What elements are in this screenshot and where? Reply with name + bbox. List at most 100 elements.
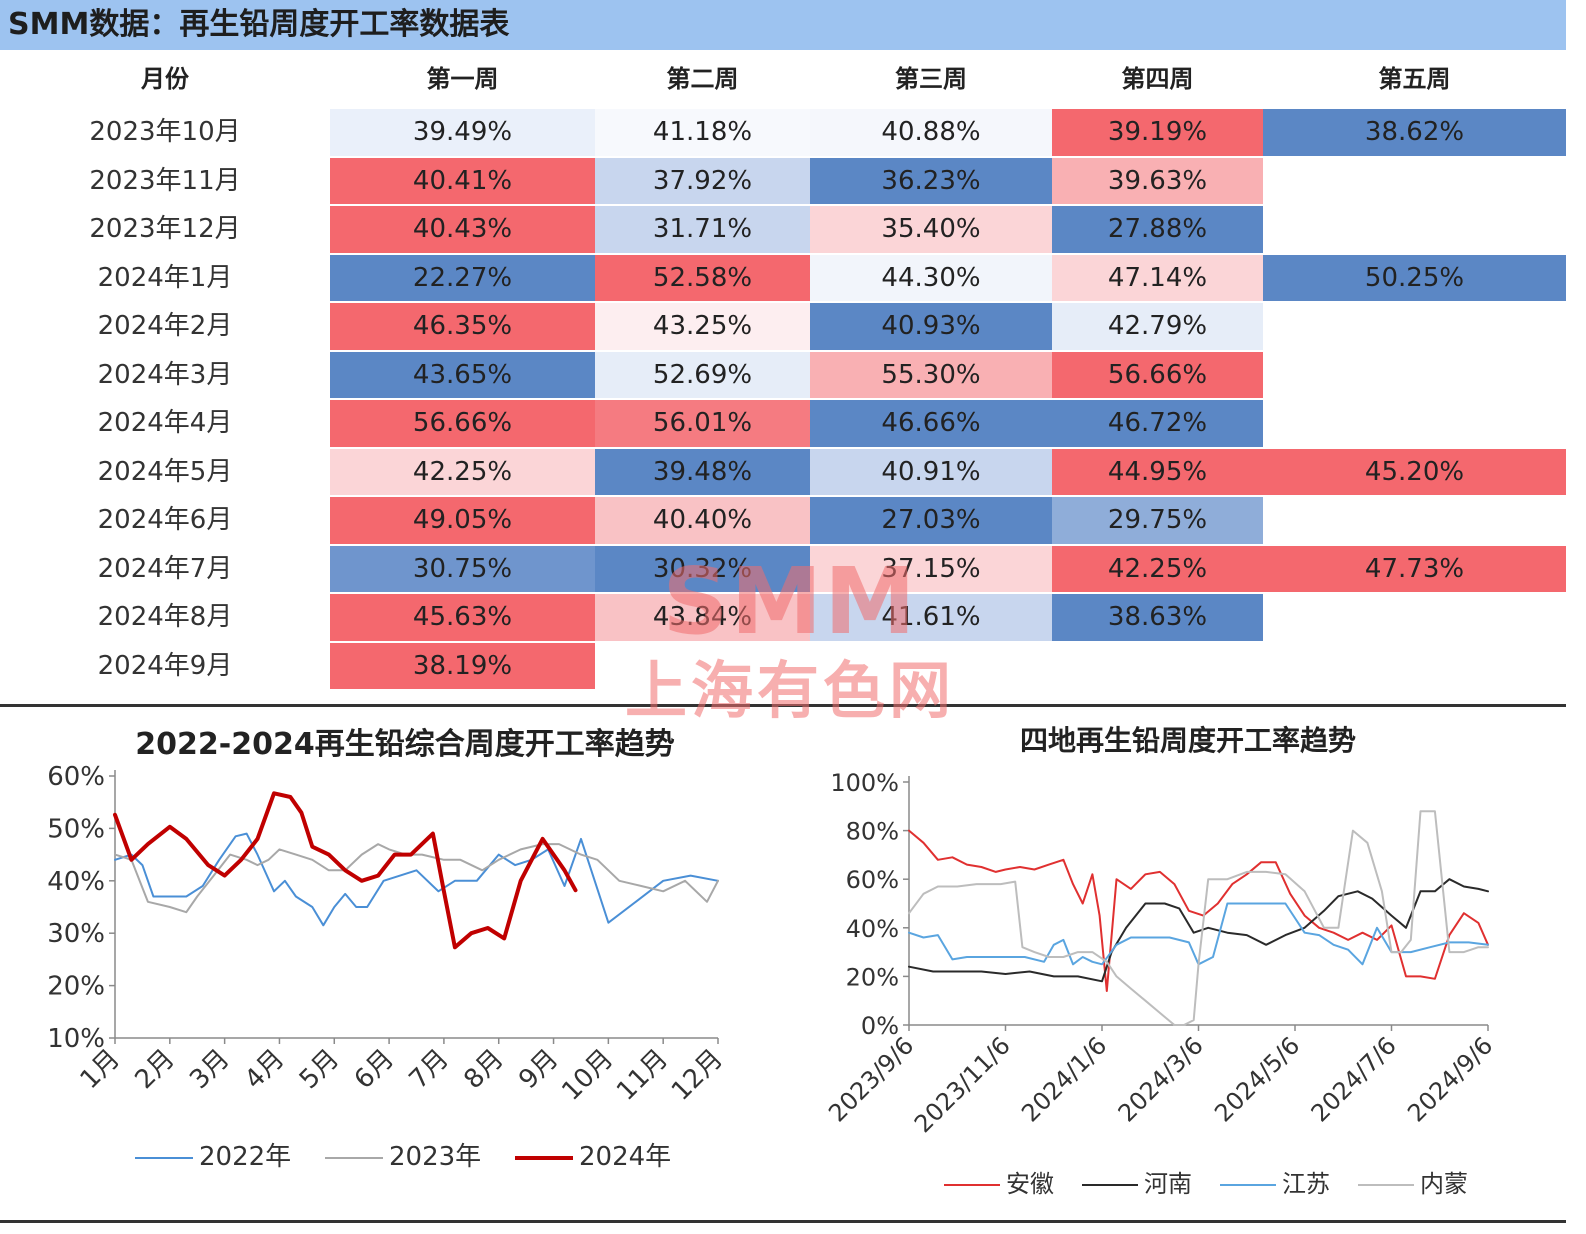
y-tick-label: 0% [861, 1012, 899, 1040]
header-bar: SMM数据：再生铅周度开工率数据表 [0, 0, 1566, 50]
y-tick-label: 30% [47, 919, 105, 949]
table-cell: 40.43% [330, 206, 595, 253]
table-cell: 45.20% [1263, 448, 1566, 495]
table-cell: 46.72% [1052, 400, 1263, 447]
table-cell: 52.58% [595, 254, 810, 301]
x-tick-label: 2024/3/6 [1113, 1031, 1209, 1127]
column-header: 第二周 [666, 65, 739, 93]
legend-label: 河南 [1144, 1170, 1192, 1198]
series-line [114, 843, 719, 914]
x-tick-label: 7月 [404, 1044, 455, 1095]
table-cell: 45.63% [330, 594, 595, 641]
legend-label: 2023年 [389, 1142, 481, 1172]
row-month-label: 2023年12月 [89, 214, 241, 244]
y-tick-label: 60% [846, 866, 899, 894]
x-tick-label: 10月 [556, 1044, 619, 1107]
legend-label: 内蒙 [1420, 1170, 1468, 1198]
legend-label: 2022年 [199, 1142, 291, 1172]
y-tick-label: 100% [830, 769, 899, 797]
x-tick-label: 2月 [129, 1044, 180, 1095]
row-month-label: 2023年10月 [89, 117, 241, 147]
series-line [114, 832, 719, 927]
table-cell: 37.92% [595, 157, 810, 204]
series-line [908, 902, 1489, 966]
series-line [908, 810, 1489, 1026]
table-cell: 46.66% [810, 400, 1052, 447]
table-cell: 56.66% [330, 400, 595, 447]
row-month-label: 2024年2月 [97, 311, 233, 341]
row-month-label: 2024年5月 [97, 456, 233, 487]
x-tick-label: 3月 [184, 1044, 235, 1095]
row-month-label: 2024年8月 [97, 602, 233, 632]
legend-label: 2024年 [579, 1142, 671, 1172]
table-cell: 40.91% [810, 448, 1052, 495]
table-cell: 39.48% [595, 448, 810, 495]
x-tick-label: 2024/1/6 [1016, 1031, 1112, 1127]
bottom-border [0, 1220, 1566, 1223]
table-cell: 52.69% [595, 351, 810, 398]
table-cell: 55.30% [810, 351, 1052, 398]
table-cell: 49.05% [330, 497, 595, 544]
column-header: 第一周 [426, 65, 499, 93]
table-cell: 29.75% [1052, 497, 1263, 544]
table-cell: 40.41% [330, 157, 595, 204]
x-tick-label: 6月 [349, 1044, 400, 1095]
y-tick-label: 40% [47, 867, 105, 897]
y-tick-label: 80% [846, 818, 899, 846]
x-tick-label: 2024/7/6 [1306, 1031, 1402, 1127]
table-cell: 43.84% [595, 594, 810, 641]
table-cell: 22.27% [330, 254, 595, 301]
table-cell: 44.95% [1052, 448, 1263, 495]
chart-composite-trend: 2022-2024再生铅综合周度开工率趋势 10% 20% 30% 40% 50% 60% 1… [47, 727, 729, 1172]
table-cell: 41.18% [595, 109, 810, 156]
table-cell: 47.14% [1052, 254, 1263, 301]
chart-four-region-trend: 四地再生铅周度开工率趋势0%20%40%60%80%100%2023/9/620… [823, 724, 1498, 1198]
table-cell: 39.49% [330, 109, 595, 156]
legend-label: 安徽 [1006, 1170, 1054, 1198]
table-cell: 27.03% [810, 497, 1052, 544]
table-cell: 37.15% [810, 545, 1052, 592]
section-divider [0, 704, 1566, 707]
x-tick-label: 5月 [294, 1044, 345, 1095]
chart-title: 四地再生铅周度开工率趋势 [1020, 724, 1356, 757]
row-month-label: 2024年4月 [97, 408, 233, 438]
table-cell: 38.63% [1052, 594, 1263, 641]
y-tick-label: 20% [846, 963, 899, 991]
x-tick-label: 12月 [666, 1044, 729, 1107]
row-month-label: 2024年9月 [97, 650, 233, 681]
table-cell: 42.79% [1052, 303, 1263, 350]
series-line [908, 878, 1489, 983]
table-cell: 56.66% [1052, 351, 1263, 398]
column-header: 月份 [141, 65, 189, 93]
row-month-label: 2024年7月 [97, 553, 233, 584]
table-cell: 46.35% [330, 303, 595, 350]
table-cell: 39.63% [1052, 157, 1263, 204]
legend-label: 江苏 [1282, 1170, 1330, 1198]
column-header: 第三周 [895, 65, 967, 93]
series-line [908, 829, 1489, 992]
chart-title: 2022-2024再生铅综合周度开工率趋势 [135, 727, 674, 762]
table-cell: 30.32% [595, 545, 810, 592]
x-tick-label: 2024/5/6 [1209, 1031, 1305, 1127]
table-cell: 42.25% [330, 448, 595, 495]
table-cell: 27.88% [1052, 206, 1263, 253]
x-tick-label: 2024/9/6 [1402, 1031, 1498, 1127]
table-cell: 38.62% [1263, 109, 1566, 156]
table-cell: 43.25% [595, 303, 810, 350]
table-cell: 38.19% [330, 642, 595, 689]
y-tick-label: 40% [846, 915, 899, 943]
table-cell: 35.40% [810, 206, 1052, 253]
x-tick-label: 2023/11/6 [909, 1031, 1016, 1138]
row-month-label: 2024年3月 [97, 359, 233, 390]
series-line [113, 791, 578, 950]
table-cell: 40.88% [810, 109, 1052, 156]
x-tick-label: 4月 [239, 1044, 290, 1095]
x-tick-label: 11月 [611, 1044, 674, 1107]
y-tick-label: 60% [47, 762, 105, 792]
row-month-label: 2024年6月 [97, 505, 233, 535]
table-cell: 36.23% [810, 157, 1052, 204]
table-cell: 50.25% [1263, 254, 1566, 301]
table-cell: 30.75% [330, 545, 595, 592]
column-header: 第五周 [1378, 65, 1451, 93]
table-cell: 39.19% [1052, 109, 1263, 156]
